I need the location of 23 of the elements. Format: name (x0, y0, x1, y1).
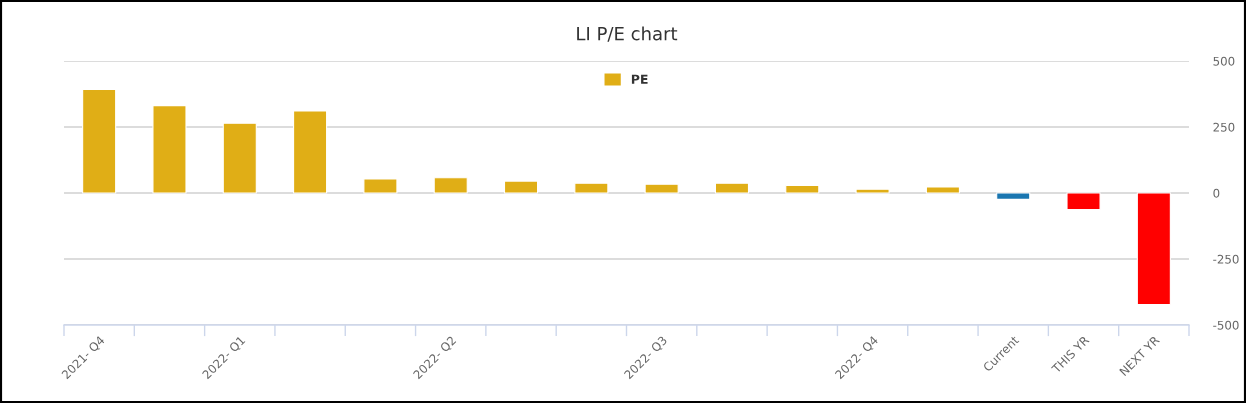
bar (363, 178, 398, 194)
y-tick-label: 0 (1213, 188, 1220, 198)
bar (574, 182, 609, 194)
bar (855, 188, 890, 194)
y-tick-label: 500 (1213, 56, 1235, 66)
bar (925, 186, 960, 194)
bar (82, 88, 117, 194)
bar (433, 177, 468, 194)
bar (1136, 192, 1171, 306)
chart-title: LI P/E chart (577, 26, 678, 42)
bar (503, 180, 539, 194)
bar (152, 105, 187, 194)
bar (293, 110, 328, 194)
bar (222, 122, 257, 194)
bar (996, 192, 1031, 200)
y-tick-label: 250 (1213, 122, 1235, 132)
bar (644, 183, 679, 194)
y-tick-label: -500 (1213, 320, 1239, 330)
bar (714, 182, 750, 194)
bar (785, 184, 820, 194)
bar (1066, 192, 1101, 211)
y-tick-label: -250 (1213, 254, 1239, 264)
legend-label: PE (631, 74, 648, 84)
